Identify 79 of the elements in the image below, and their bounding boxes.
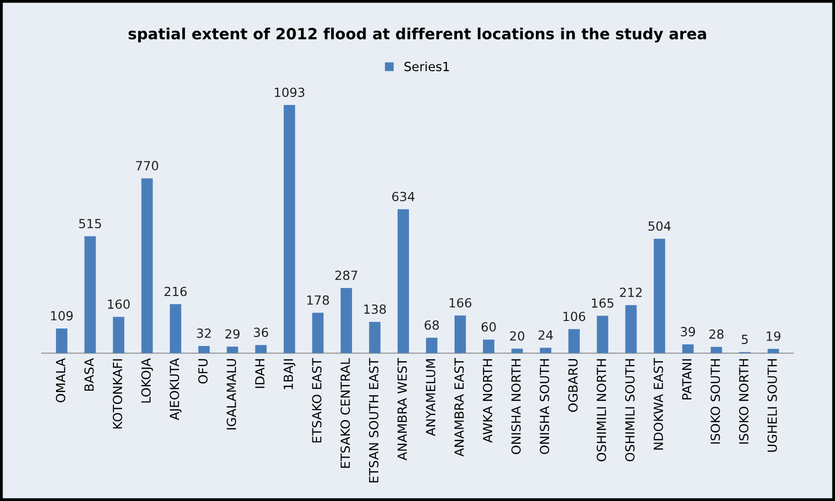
bar bbox=[454, 316, 466, 354]
data-label: 212 bbox=[620, 288, 642, 297]
x-tick-label: IDAH bbox=[255, 359, 264, 388]
data-label: 5 bbox=[742, 334, 748, 344]
bar bbox=[226, 346, 238, 354]
data-label: 178 bbox=[307, 295, 329, 305]
data-label: 109 bbox=[51, 311, 73, 320]
x-tick-label: OSHIMILI NORTH bbox=[596, 359, 606, 462]
data-label: 106 bbox=[564, 312, 586, 322]
bar bbox=[568, 329, 580, 354]
x-tick-label: OSHIMILI SOUTH bbox=[625, 359, 635, 462]
x-tick-label: ISOKO NORTH bbox=[739, 359, 748, 444]
data-label: 287 bbox=[335, 270, 358, 280]
bar bbox=[625, 305, 637, 354]
bar bbox=[56, 328, 68, 354]
bar bbox=[682, 344, 694, 354]
data-label: 24 bbox=[538, 330, 553, 340]
bar bbox=[284, 105, 296, 354]
data-label: 39 bbox=[680, 326, 695, 336]
data-label: 160 bbox=[108, 299, 130, 309]
bar bbox=[654, 238, 666, 354]
bar bbox=[312, 312, 324, 354]
data-label: 165 bbox=[592, 298, 614, 308]
x-tick-label: ANAMBRA WEST bbox=[397, 358, 407, 460]
data-label: 20 bbox=[510, 331, 524, 341]
data-label: 504 bbox=[648, 221, 671, 231]
x-tick-label: AWKA NORTH bbox=[482, 359, 492, 443]
bar bbox=[482, 340, 494, 354]
bar bbox=[540, 348, 552, 354]
x-tick-label: UGHELI SOUTH bbox=[767, 359, 777, 452]
bar bbox=[84, 236, 96, 354]
x-tick-label: OFU bbox=[198, 359, 208, 384]
data-label: 29 bbox=[225, 329, 240, 339]
x-tick-label: ETSAKO CENTRAL bbox=[340, 358, 350, 468]
x-tick-label: ETSAKO EAST bbox=[312, 358, 322, 442]
data-label: 138 bbox=[364, 304, 386, 314]
data-label: 634 bbox=[392, 192, 414, 202]
x-tick-label: ONISHA SOUTH bbox=[540, 359, 550, 454]
x-tick-label: OGBARU bbox=[568, 359, 578, 412]
data-label: 68 bbox=[424, 320, 439, 330]
data-label: 515 bbox=[79, 219, 101, 228]
data-label: 1093 bbox=[274, 88, 304, 98]
data-label: 36 bbox=[254, 328, 268, 338]
bar bbox=[710, 346, 722, 354]
x-tick-label: AJEOKUTA bbox=[170, 358, 182, 420]
bar bbox=[112, 316, 124, 354]
x-tick-label: IGALAMALU bbox=[226, 359, 236, 430]
x-tick-label: OMALA bbox=[56, 358, 66, 402]
data-label: 770 bbox=[136, 160, 158, 170]
bar bbox=[141, 178, 153, 354]
bar bbox=[398, 209, 409, 354]
x-tick-label: ANAMBRA EAST bbox=[454, 358, 464, 457]
data-label: 166 bbox=[450, 298, 472, 308]
bar bbox=[596, 316, 608, 354]
x-tick-label: ETSAN SOUTH EAST bbox=[368, 358, 378, 482]
x-tick-label: LOKOJA bbox=[141, 358, 154, 403]
bar bbox=[255, 345, 267, 354]
bar bbox=[170, 304, 182, 354]
x-tick-label: BASA bbox=[84, 358, 94, 391]
bar bbox=[340, 288, 352, 354]
x-tick-label: KOTONKAFI bbox=[112, 359, 122, 428]
x-tick-label: 1BAJI bbox=[284, 359, 296, 390]
data-label: 28 bbox=[709, 329, 724, 339]
data-label: 60 bbox=[482, 322, 496, 332]
x-tick-label: ANYAMELUM bbox=[426, 359, 436, 436]
bar bbox=[426, 338, 438, 354]
data-label: 32 bbox=[197, 328, 211, 338]
chart-title: spatial extent of 2012 flood at different locations in the study area bbox=[128, 28, 706, 43]
bar bbox=[511, 348, 523, 354]
legend-label: Series1 bbox=[404, 62, 449, 72]
x-tick-label: ISOKO SOUTH bbox=[710, 359, 720, 444]
data-label: 216 bbox=[164, 286, 187, 296]
bar bbox=[369, 322, 380, 354]
bar bbox=[198, 346, 210, 354]
x-tick-label: ONISHA NORTH bbox=[511, 359, 521, 454]
bar bbox=[768, 348, 780, 354]
x-tick-label: NDOKWA EAST bbox=[654, 358, 664, 450]
data-label: 19 bbox=[766, 331, 780, 341]
x-tick-label: PATANI bbox=[682, 359, 692, 400]
